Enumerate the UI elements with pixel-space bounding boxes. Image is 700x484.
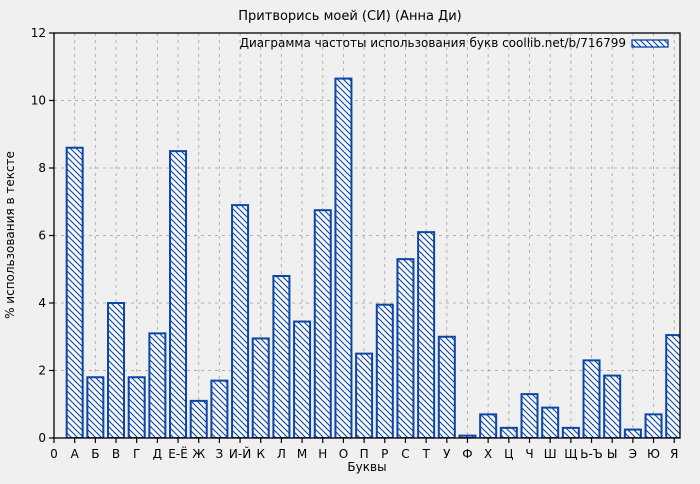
bar-Т: [417, 231, 436, 438]
x-tick-label: Ж: [192, 447, 205, 461]
x-tick-label: А: [71, 447, 80, 461]
x-tick-label: К: [256, 447, 265, 461]
y-tick-label: 6: [38, 229, 46, 243]
x-tick-label: Ы: [607, 447, 618, 461]
y-tick-label: 4: [38, 296, 46, 310]
y-tick-label: 12: [31, 26, 46, 40]
legend: Диаграмма частоты использования букв coo…: [240, 36, 669, 50]
legend-label: Диаграмма частоты использования букв coo…: [240, 36, 626, 50]
bar-С: [396, 258, 415, 438]
bar-Д: [148, 332, 167, 438]
x-tick-label: Я: [670, 447, 678, 461]
x-tick-label: И-Й: [229, 446, 251, 461]
bar-Б: [86, 376, 105, 438]
y-tick-label: 8: [38, 161, 46, 175]
x-tick-label: Т: [421, 447, 430, 461]
bar-Я: [665, 334, 680, 438]
y-tick-labels: 0 2 4 6 8 10 12: [31, 26, 46, 445]
bar-Ы: [603, 374, 622, 438]
bar-И-Й: [231, 204, 250, 438]
bar-З: [210, 379, 229, 438]
bar-К: [251, 337, 270, 438]
bar-Е-Ё: [169, 150, 188, 438]
bar-Г: [127, 376, 146, 438]
bar-Р: [375, 303, 394, 438]
bar-Ц: [499, 426, 518, 438]
x-tick-label: Р: [381, 447, 388, 461]
x-tick-label: У: [443, 447, 451, 461]
bar-А: [65, 146, 84, 438]
legend-swatch: [631, 39, 669, 48]
bar-Ж: [189, 399, 208, 438]
bar-Ю: [644, 413, 663, 438]
bar-Л: [272, 275, 291, 438]
bar-В: [107, 302, 126, 438]
bar-Ш: [541, 406, 560, 438]
bars-group: [65, 77, 680, 438]
bar-Щ: [561, 426, 580, 438]
x-tick-label: С: [401, 447, 409, 461]
bar-У: [437, 335, 456, 438]
x-tick-label: П: [360, 447, 369, 461]
x-tick-label: Ю: [647, 447, 660, 461]
y-tick-label: 10: [31, 94, 46, 108]
x-tick-label: В: [112, 447, 120, 461]
x-tick-label: Н: [318, 447, 327, 461]
chart-title: Притворись моей (СИ) (Анна Ди): [238, 9, 461, 24]
bar-Ф: [458, 434, 477, 438]
bar-Н: [313, 209, 332, 438]
x-tick-label: Х: [484, 447, 492, 461]
y-axis-title: % использования в тексте: [3, 151, 17, 319]
axis-ticks: [49, 32, 675, 443]
bar-Э: [623, 428, 642, 438]
x-tick-label: Ч: [525, 447, 533, 461]
bar-О: [334, 77, 353, 438]
x-tick-label: Л: [277, 447, 286, 461]
x-axis-title: Буквы: [347, 460, 386, 474]
x-tick-label: З: [216, 447, 224, 461]
x-tick-label: Щ: [564, 447, 577, 461]
x-tick-label: Э: [629, 447, 637, 461]
x-origin-label: 0: [50, 447, 58, 461]
x-tick-label: Ф: [462, 447, 472, 461]
x-tick-label: Г: [133, 447, 140, 461]
bar-Ь-Ъ: [582, 359, 601, 438]
bar-Ч: [520, 393, 539, 438]
x-tick-label: Ь-Ъ: [580, 447, 603, 461]
y-tick-label: 2: [38, 364, 46, 378]
x-tick-label: Е-Ё: [168, 446, 188, 461]
y-tick-label: 0: [38, 431, 46, 445]
bar-П: [355, 352, 374, 438]
bar-Х: [479, 413, 498, 438]
x-tick-label: Б: [91, 447, 99, 461]
x-tick-label: М: [297, 447, 307, 461]
x-tick-label: О: [339, 447, 348, 461]
bar-М: [293, 320, 312, 438]
x-tick-labels: 0 А Б В Г Д Е-Ё Ж З И-Й К Л М Н О П Р С Т У Ф Х Ц Ч Ш Щ Ь-Ъ Ы Э Ю Я: [50, 446, 678, 461]
x-tick-label: Д: [153, 447, 162, 461]
x-tick-label: Ш: [544, 447, 557, 461]
x-tick-label: Ц: [504, 447, 513, 461]
